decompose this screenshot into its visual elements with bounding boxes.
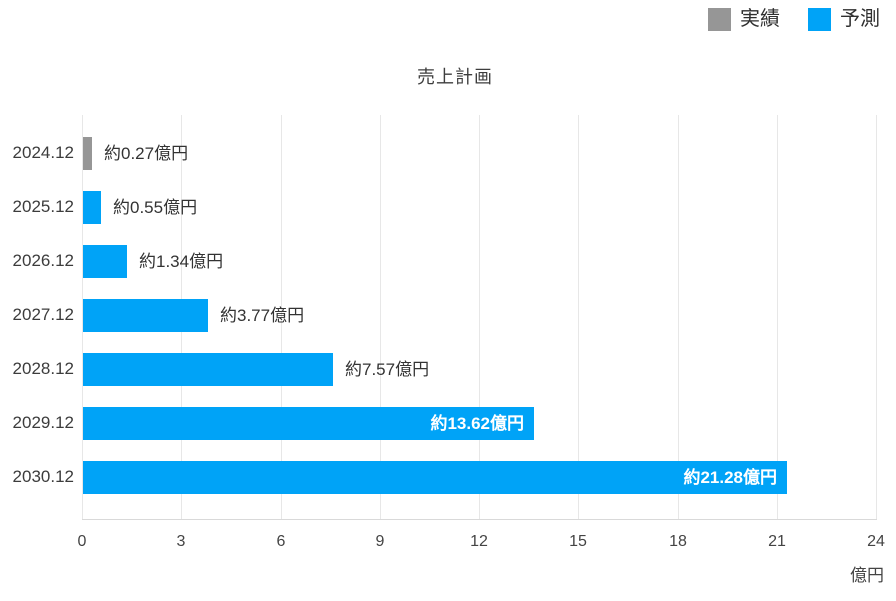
gridline-x-18 — [678, 115, 679, 519]
category-label: 2028.12 — [12, 359, 74, 378]
bar-value-label: 約7.57億円 — [345, 359, 430, 379]
chart-legend: 実績 予測 — [708, 8, 880, 31]
x-tick-label: 12 — [470, 533, 488, 550]
gridline-x-12 — [479, 115, 480, 519]
category-label: 2030.12 — [12, 467, 74, 486]
bar-2030.12 — [83, 460, 787, 494]
x-tick-label: 6 — [276, 533, 286, 550]
bar-2028.12 — [83, 352, 333, 386]
bar-2024.12 — [83, 136, 92, 170]
chart-title: 売上計画 — [417, 67, 493, 87]
gridline-x-21 — [777, 115, 778, 519]
x-tick-label: 9 — [375, 533, 385, 550]
category-label: 2025.12 — [12, 197, 74, 216]
x-tick-label: 15 — [569, 533, 587, 550]
gridline-x-15 — [578, 115, 579, 519]
x-tick-label: 24 — [867, 533, 885, 550]
category-label: 2026.12 — [12, 251, 74, 270]
plot-area: 約0.27億円約0.55億円約1.34億円約3.77億円約7.57億円約13.6… — [82, 115, 877, 519]
bar-value-label: 約13.62億円 — [430, 413, 524, 433]
bar-2029.12 — [83, 406, 534, 440]
x-tick-label: 21 — [768, 533, 786, 550]
legend-label-forecast: 予測 — [840, 8, 880, 30]
category-label: 2029.12 — [12, 413, 74, 432]
x-axis-line — [82, 519, 877, 520]
gridline-x-0 — [82, 115, 83, 519]
bar-2027.12 — [83, 298, 208, 332]
bar-value-label: 約0.55億円 — [113, 197, 198, 217]
bar-2025.12 — [83, 190, 101, 224]
legend-item-actual: 実績 — [708, 8, 780, 31]
gridline-x-24 — [876, 115, 877, 519]
bar-value-label: 約1.34億円 — [139, 251, 224, 271]
legend-swatch-forecast-icon — [808, 8, 831, 31]
bar-value-label: 約0.27億円 — [104, 143, 189, 163]
bar-value-label: 約3.77億円 — [220, 305, 305, 325]
x-tick-label: 18 — [669, 533, 687, 550]
category-label: 2027.12 — [12, 305, 74, 324]
gridline-x-6 — [281, 115, 282, 519]
gridline-x-9 — [380, 115, 381, 519]
bar-value-label: 約21.28億円 — [683, 467, 777, 487]
axis-unit-label: 億円 — [850, 566, 884, 585]
legend-label-actual: 実績 — [740, 8, 780, 30]
legend-swatch-actual-icon — [708, 8, 731, 31]
bar-2026.12 — [83, 244, 127, 278]
x-tick-label: 0 — [77, 533, 87, 550]
category-label: 2024.12 — [12, 143, 74, 162]
legend-item-forecast: 予測 — [808, 8, 880, 31]
x-tick-label: 3 — [176, 533, 186, 550]
